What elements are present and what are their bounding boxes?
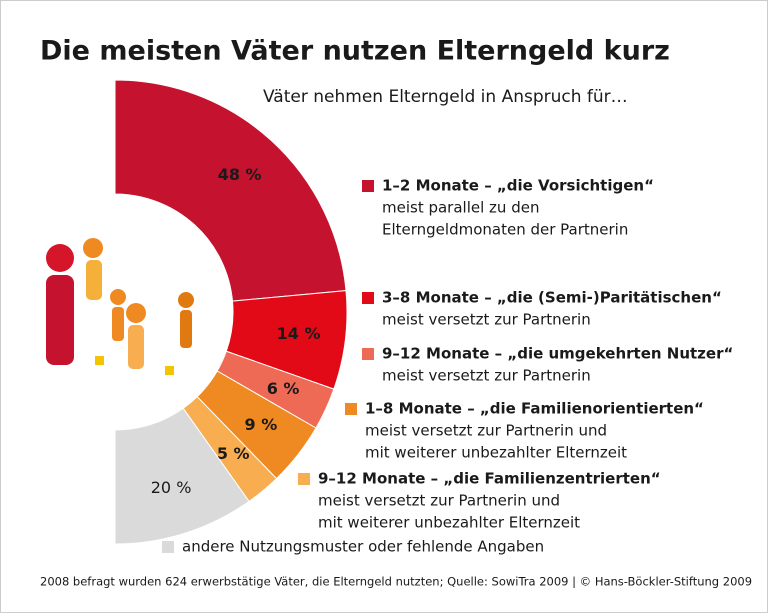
value-label: 20 %: [151, 478, 192, 497]
legend-label: 9–12 Monate – „die Familienzentrierten“: [318, 470, 661, 488]
legend-marker: [362, 292, 374, 304]
legend-description: meist versetzt zur Partnerin und: [318, 492, 560, 510]
legend-label: 1–2 Monate – „die Vorsichtigen“: [382, 177, 654, 195]
segment: [114, 407, 250, 545]
legend-label: andere Nutzungsmuster oder fehlende Anga…: [182, 538, 544, 556]
value-label: 5 %: [217, 444, 250, 463]
illustration: [46, 238, 194, 375]
legend-description: mit weiterer unbezahlter Elternzeit: [318, 514, 580, 532]
legend-description: Elterngeldmonaten der Partnerin: [382, 221, 628, 239]
legend-label: 9–12 Monate – „die umgekehrten Nutzer“: [382, 345, 733, 363]
value-label: 6 %: [267, 379, 300, 398]
segment: [114, 79, 347, 302]
legend-marker: [362, 180, 374, 192]
value-label: 14 %: [277, 324, 321, 343]
footnote: 2008 befragt wurden 624 erwerbstätige Vä…: [40, 575, 752, 589]
legend-description: meist versetzt zur Partnerin und: [365, 422, 607, 440]
legend-label: 3–8 Monate – „die (Semi-)Paritätischen“: [382, 289, 722, 307]
legend-description: meist versetzt zur Partnerin: [382, 367, 591, 385]
legend-marker: [362, 348, 374, 360]
value-label: 9 %: [245, 415, 278, 434]
legend-marker: [298, 473, 310, 485]
chart-title: Die meisten Väter nutzen Elterngeld kurz: [40, 36, 670, 67]
legend-marker: [162, 541, 174, 553]
legend-label: 1–8 Monate – „die Familienorientierten“: [365, 400, 704, 418]
legend-description: mit weiterer unbezahlter Elternzeit: [365, 444, 627, 462]
legend-description: meist parallel zu den: [382, 199, 539, 217]
legend-description: meist versetzt zur Partnerin: [382, 311, 591, 329]
value-label: 48 %: [218, 165, 262, 184]
legend-marker: [345, 403, 357, 415]
chart-subtitle: Väter nehmen Elterngeld in Anspruch für…: [263, 87, 628, 107]
